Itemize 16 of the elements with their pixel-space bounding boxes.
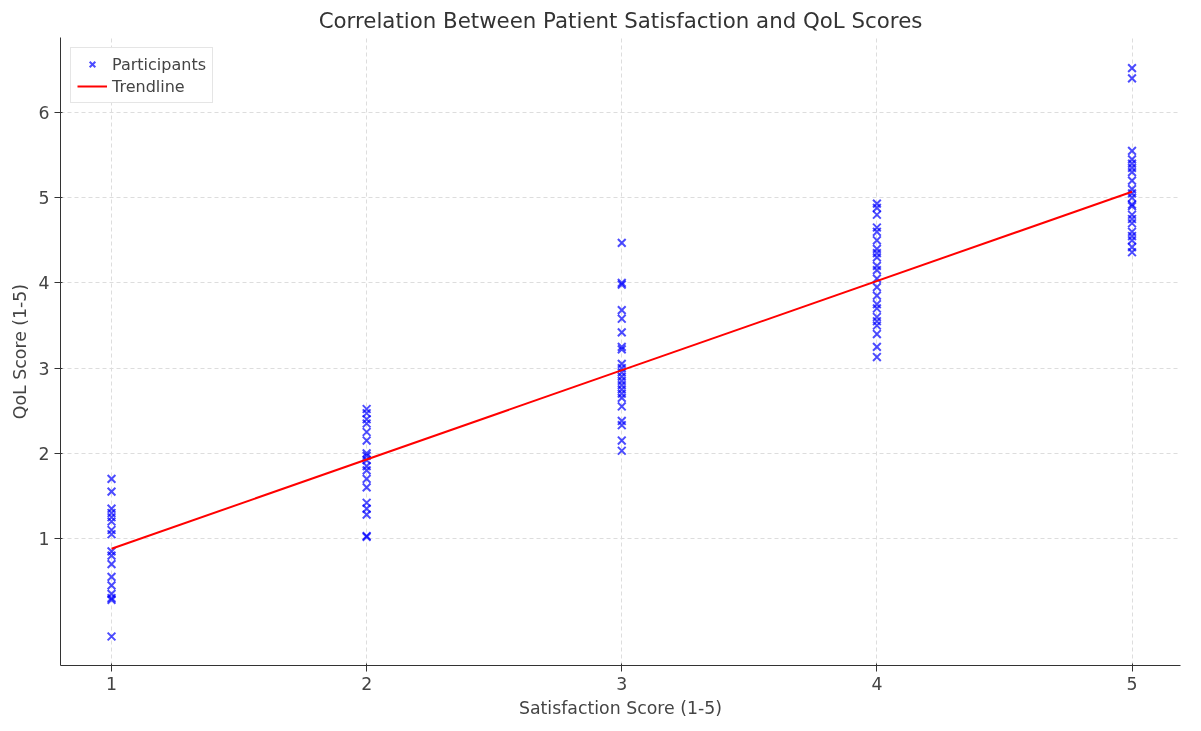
x-tick-label: 5 (1126, 673, 1138, 694)
x-axis-title: Satisfaction Score (1-5) (518, 697, 723, 718)
y-tick-label: 3 (38, 358, 50, 379)
x-tick-label: 1 (106, 673, 118, 694)
y-tick-label: 2 (38, 443, 50, 464)
y-tick-label: 1 (38, 529, 50, 550)
legend-label: Trendline (112, 76, 185, 96)
y-tick-label: 4 (38, 273, 50, 294)
x-tick-label: 4 (871, 673, 883, 694)
y-tick-label: 5 (38, 188, 50, 209)
x-tick-label: 3 (616, 673, 628, 694)
x-tick-label: 2 (361, 673, 373, 694)
y-axis-title: QoL Score (1-5) (10, 283, 31, 420)
legend-label: Participants (112, 54, 206, 74)
y-tick-label: 6 (38, 102, 50, 123)
chart-title: Correlation Between Patient Satisfaction and QoL Scores (318, 7, 923, 33)
